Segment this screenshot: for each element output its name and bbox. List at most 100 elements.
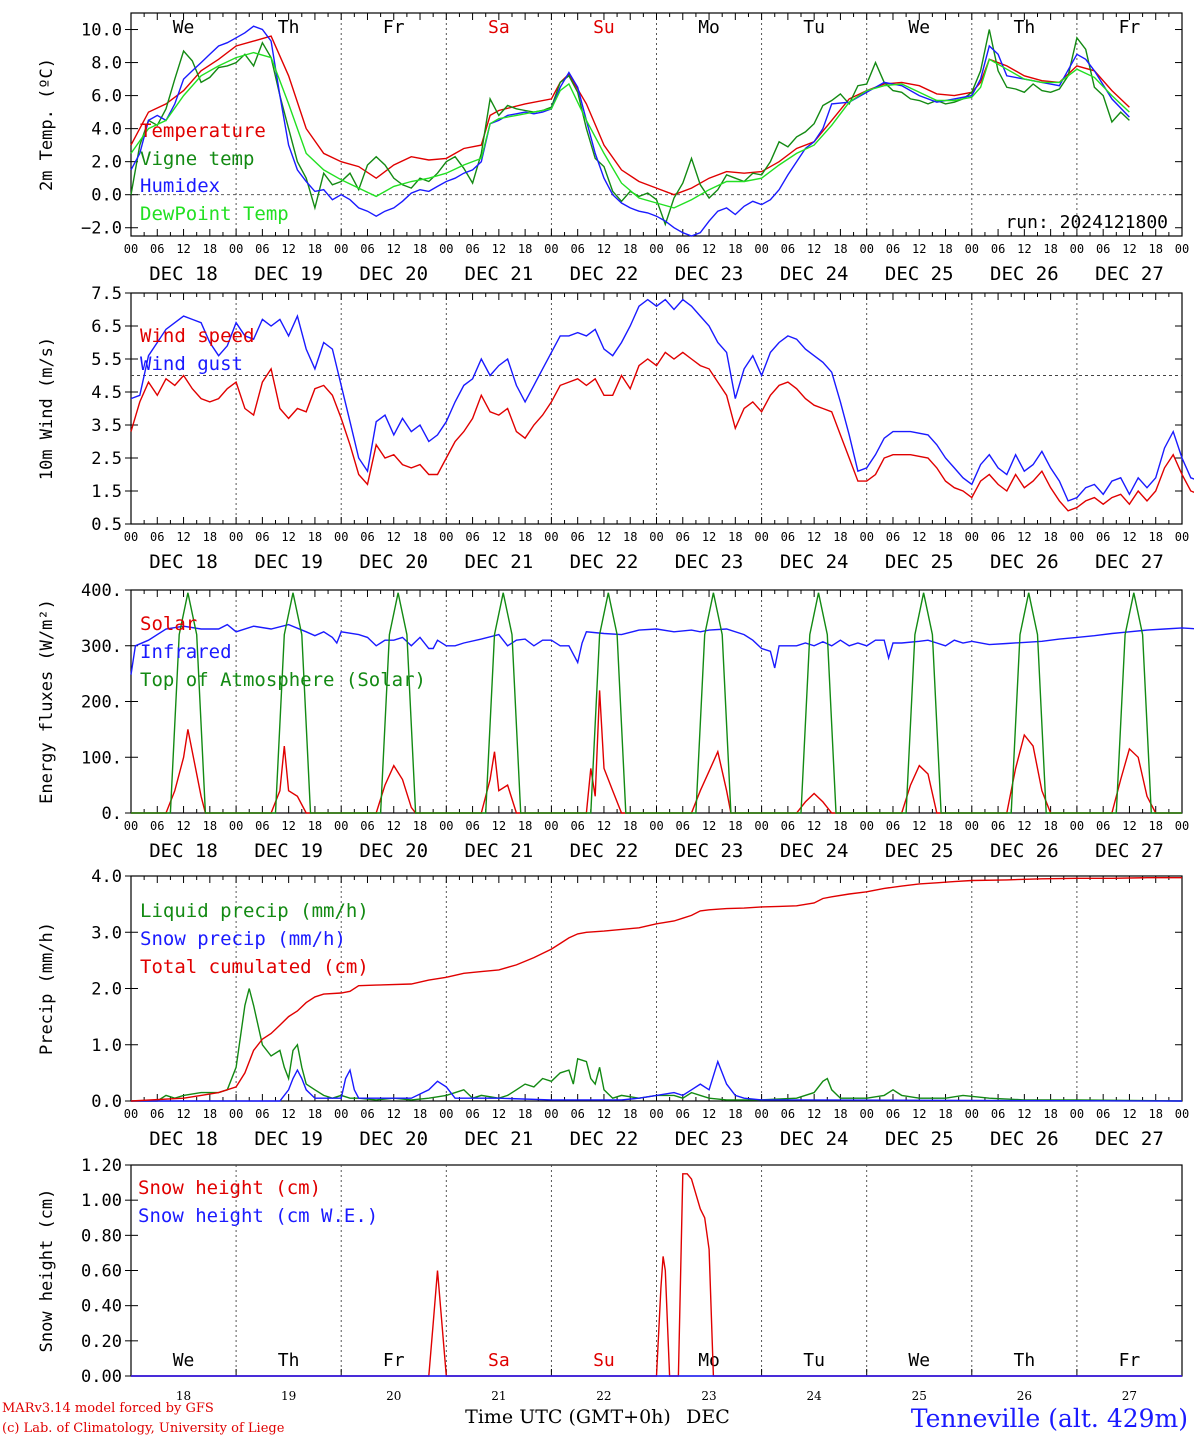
- panel-4-hour-label: 18: [623, 1107, 637, 1121]
- panel-5-weekday-label: Sa: [488, 1350, 510, 1371]
- panel-1-hour-label: 12: [597, 242, 611, 256]
- panel-4-hour-label: 06: [255, 1107, 269, 1121]
- panel-1-weekday-label: We: [173, 17, 195, 38]
- panel-5-y-tick-label: 0.80: [81, 1226, 122, 1246]
- panel-5-weekday-label: Tu: [803, 1350, 825, 1371]
- panel-3-hour-label: 12: [281, 819, 295, 833]
- panel-1-weekday-label: Sa: [488, 17, 510, 38]
- panel-3-hour-label: 00: [439, 819, 453, 833]
- panel-2-hour-label: 00: [1175, 530, 1189, 544]
- panel-1-hour-label: 18: [308, 242, 322, 256]
- panel-2-hour-label: 06: [781, 530, 795, 544]
- panel-1-hour-label: 00: [754, 242, 768, 256]
- panel-2-hour-label: 00: [859, 530, 873, 544]
- panel-1-y-tick-label: 10.0: [81, 21, 122, 41]
- panel-3-series-line: [130, 623, 1194, 675]
- panel-1-weekday-label: Su: [593, 17, 615, 38]
- panel-2-y-tick-label: 5.5: [91, 350, 122, 370]
- panel-3-hour-label: 00: [965, 819, 979, 833]
- panel-2-date-label: DEC 23: [675, 551, 744, 573]
- panel-1-date-label: DEC 19: [254, 263, 323, 285]
- panel-4-hour-label: 18: [1043, 1107, 1057, 1121]
- panel-5-day-number: 21: [491, 1389, 506, 1403]
- panel-3-hour-label: 18: [833, 819, 847, 833]
- panel-4-date-label: DEC 22: [570, 1128, 639, 1150]
- panel-3-hour-label: 06: [1096, 819, 1110, 833]
- panel-2-hour-label: 12: [281, 530, 295, 544]
- panel-3-legend-entry: Top of Atmosphere (Solar): [140, 669, 426, 691]
- panel-3-hour-label: 12: [387, 819, 401, 833]
- panel-3-date-label: DEC 27: [1095, 840, 1164, 862]
- panel-5-day-number: 27: [1122, 1389, 1137, 1403]
- panel-4-hour-label: 06: [781, 1107, 795, 1121]
- panel-5-y-tick-label: 0.20: [81, 1332, 122, 1352]
- panel-1-hour-label: 18: [938, 242, 952, 256]
- panel-2-hour-label: 06: [1096, 530, 1110, 544]
- panel-3-hour-label: 00: [649, 819, 663, 833]
- panel-3-date-label: DEC 19: [254, 840, 323, 862]
- panel-1-y-axis-title: 2m Temp. (ºC): [37, 58, 57, 191]
- panel-5-weekday-label: Mo: [698, 1350, 720, 1371]
- panel-4-hour-label: 18: [728, 1107, 742, 1121]
- panel-1-hour-label: 12: [1017, 242, 1031, 256]
- panel-5-y-tick-label: 0.00: [81, 1367, 122, 1387]
- panel-4-series-line: [130, 877, 1182, 1102]
- panel-4-hour-label: 00: [1175, 1107, 1189, 1121]
- panel-3-hour-label: 06: [570, 819, 584, 833]
- panel-3-hour-label: 12: [1122, 819, 1136, 833]
- panel-3-hour-label: 00: [334, 819, 348, 833]
- panel-3-date-label: DEC 18: [149, 840, 218, 862]
- panel-2-hour-label: 12: [912, 530, 926, 544]
- panel-1-date-label: DEC 24: [780, 263, 849, 285]
- panel-1-hour-label: 18: [1148, 242, 1162, 256]
- panel-4-hour-label: 12: [807, 1107, 821, 1121]
- panel-2-date-label: DEC 24: [780, 551, 849, 573]
- panel-3-hour-label: 18: [623, 819, 637, 833]
- panel-3-date-label: DEC 21: [465, 840, 534, 862]
- panel-4-hour-label: 00: [439, 1107, 453, 1121]
- panel-3-hour-label: 06: [465, 819, 479, 833]
- panel-4-hour-label: 12: [912, 1107, 926, 1121]
- panel-3-hour-label: 18: [1043, 819, 1057, 833]
- panel-3-hour-label: 00: [124, 819, 138, 833]
- panel-3-hour-label: 18: [518, 819, 532, 833]
- panel-3-hour-label: 06: [676, 819, 690, 833]
- panel-2-date-label: DEC 18: [149, 551, 218, 573]
- panel-1-hour-label: 18: [833, 242, 847, 256]
- panel-2-hour-label: 06: [255, 530, 269, 544]
- panel-1-legend-entry: Temperature: [140, 120, 266, 142]
- panel-1-hour-label: 18: [623, 242, 637, 256]
- panel-4-hour-label: 06: [886, 1107, 900, 1121]
- panel-1-run-annotation: run: 2024121800: [1005, 212, 1168, 233]
- panel-2-hour-label: 00: [649, 530, 663, 544]
- panel-4-hour-label: 06: [150, 1107, 164, 1121]
- panel-4-hour-label: 06: [570, 1107, 584, 1121]
- panel-1-hour-label: 12: [176, 242, 190, 256]
- panel-1-hour-label: 12: [1122, 242, 1136, 256]
- panel-3-hour-label: 12: [912, 819, 926, 833]
- panel-2-hour-label: 18: [833, 530, 847, 544]
- panel-3-hour-label: 06: [360, 819, 374, 833]
- panel-1-y-tick-label: 8.0: [91, 54, 122, 74]
- panel-2-date-label: DEC 22: [570, 551, 639, 573]
- panel-1-y-tick-label: −2.0: [81, 219, 122, 239]
- panel-1-hour-label: 18: [1043, 242, 1057, 256]
- panel-4-hour-label: 18: [1148, 1107, 1162, 1121]
- panel-2-hour-label: 00: [229, 530, 243, 544]
- panel-1-hour-label: 06: [676, 242, 690, 256]
- panel-3-hour-label: 18: [308, 819, 322, 833]
- panel-4-hour-label: 12: [597, 1107, 611, 1121]
- panel-3-hour-label: 00: [859, 819, 873, 833]
- panel-4-hour-label: 00: [1070, 1107, 1084, 1121]
- panel-2-date-label: DEC 20: [359, 551, 428, 573]
- panel-2-date-label: DEC 26: [990, 551, 1059, 573]
- panel-3-date-label: DEC 20: [359, 840, 428, 862]
- panel-4-date-label: DEC 26: [990, 1128, 1059, 1150]
- panel-1-hour-label: 12: [492, 242, 506, 256]
- panel-3-legend-entry: Infrared: [140, 641, 232, 663]
- panel-4-date-label: DEC 23: [675, 1128, 744, 1150]
- panel-1-hour-label: 18: [728, 242, 742, 256]
- panel-4-hour-label: 00: [859, 1107, 873, 1121]
- panel-1-series-line: [130, 35, 1130, 196]
- panel-1-weekday-label: Th: [1014, 17, 1036, 38]
